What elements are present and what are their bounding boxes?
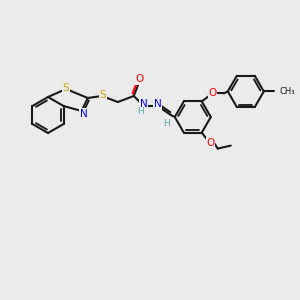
Text: O: O xyxy=(207,138,215,148)
Text: N: N xyxy=(80,109,88,119)
Text: H: H xyxy=(164,118,170,127)
Text: H: H xyxy=(137,107,144,116)
Text: CH₃: CH₃ xyxy=(280,87,295,96)
Text: N: N xyxy=(154,99,162,109)
Text: O: O xyxy=(136,74,144,84)
Text: S: S xyxy=(100,90,106,100)
Text: O: O xyxy=(209,88,217,98)
Text: N: N xyxy=(140,99,148,109)
Text: S: S xyxy=(63,83,69,93)
